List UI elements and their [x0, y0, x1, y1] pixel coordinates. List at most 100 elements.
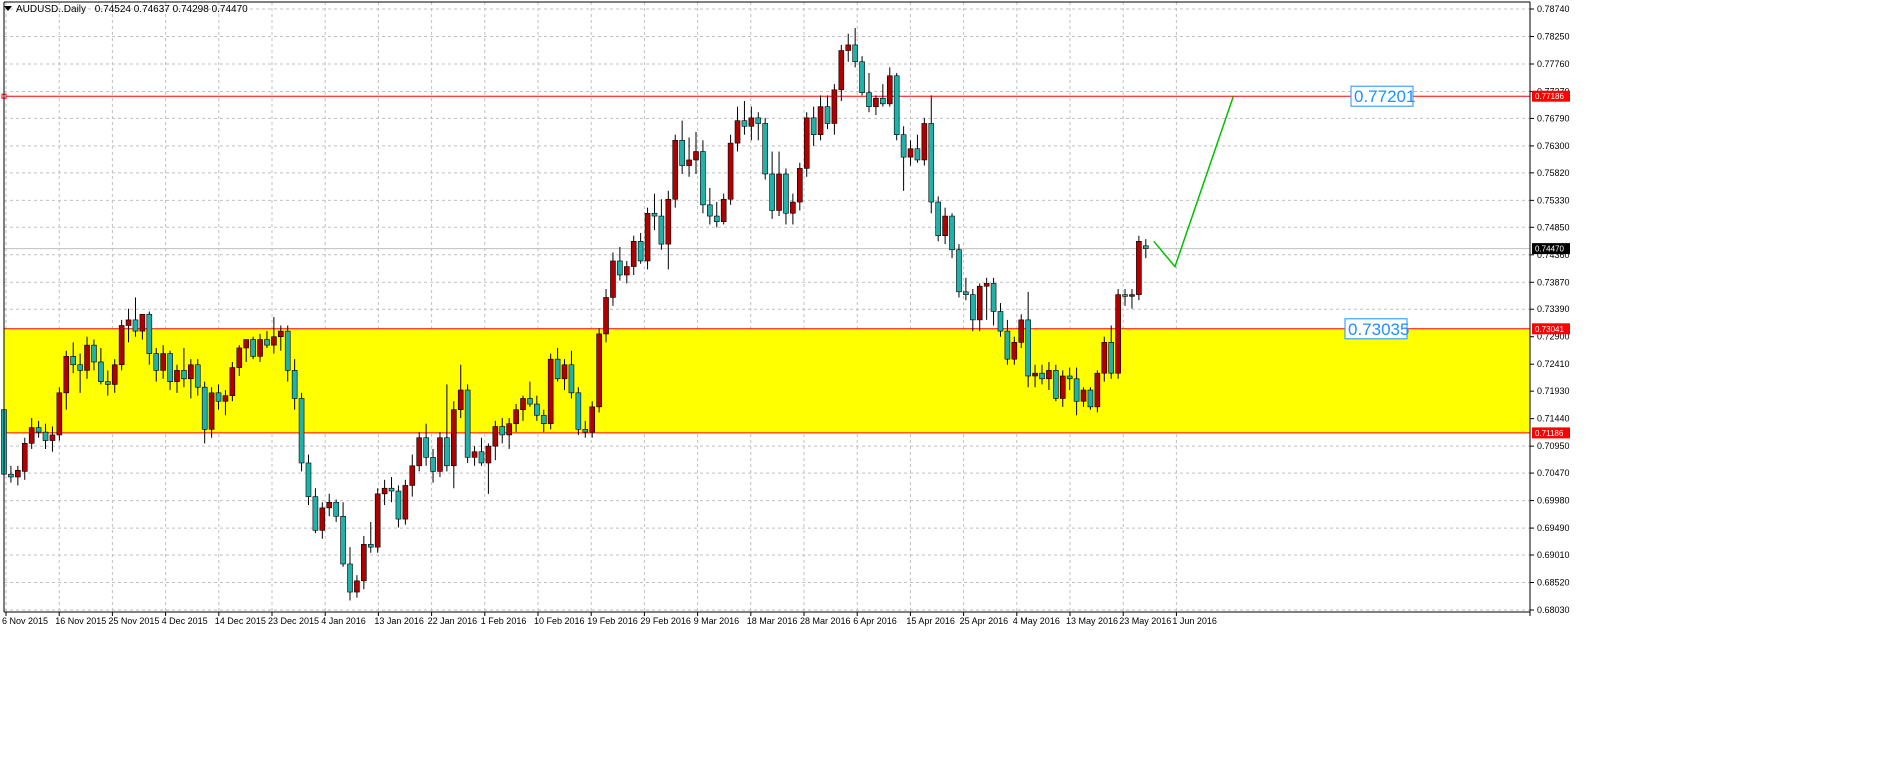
candle-body: [492, 426, 499, 447]
candle-body: [1025, 319, 1031, 377]
y-axis-labels: 0.787400.782500.777600.772700.767900.763…: [1530, 4, 1570, 615]
candle: [582, 420, 589, 438]
candle-body: [1087, 389, 1094, 408]
candle: [983, 277, 990, 320]
candle-body: [367, 544, 374, 548]
candle: [1025, 291, 1031, 388]
price-tag: 0.77186: [1532, 90, 1570, 102]
candle-body: [561, 364, 568, 380]
candle: [402, 479, 409, 525]
candle: [575, 387, 582, 435]
candle-body: [174, 370, 180, 382]
candle: [201, 381, 208, 444]
candle: [534, 395, 540, 421]
candle-body: [990, 283, 997, 312]
x-tick-label: 28 Mar 2016: [800, 616, 851, 626]
candle: [769, 151, 775, 219]
candle-body: [1011, 342, 1018, 360]
candle-body: [886, 75, 893, 105]
candle-body: [257, 339, 263, 357]
candle-body: [873, 97, 879, 107]
candle-body: [291, 370, 298, 399]
candle: [111, 359, 118, 393]
candle: [98, 347, 104, 385]
candle: [15, 465, 21, 486]
candle: [1080, 387, 1087, 407]
candle-body: [35, 427, 42, 433]
candle: [347, 547, 353, 601]
candle-body: [271, 336, 277, 346]
candle: [8, 465, 14, 483]
candle-body: [783, 173, 789, 214]
candle: [776, 151, 782, 217]
candle: [824, 95, 831, 130]
candle-body: [534, 403, 540, 416]
candle-body: [603, 297, 609, 335]
candle: [340, 502, 346, 567]
y-tick-label: 0.74360: [1537, 250, 1570, 260]
candle: [49, 426, 56, 452]
price-tag: 0.71186: [1532, 427, 1570, 439]
candle: [700, 140, 706, 214]
candle: [810, 106, 817, 146]
candle-body: [817, 106, 824, 135]
price-tag-bg: [1532, 323, 1570, 335]
candle: [914, 134, 921, 163]
x-tick-label: 13 May 2016: [1066, 616, 1118, 626]
candle: [367, 521, 374, 553]
y-tick-label: 0.78250: [1537, 31, 1570, 41]
candle-body: [513, 409, 519, 424]
candle: [236, 345, 243, 376]
candle-body: [1004, 330, 1011, 360]
candle-body: [610, 260, 616, 298]
candle-body: [1053, 370, 1059, 399]
candle: [741, 101, 748, 135]
candle: [326, 493, 333, 517]
candle-body: [831, 89, 838, 124]
x-tick-label: 29 Feb 2016: [640, 616, 691, 626]
candle-body: [748, 117, 755, 127]
x-tick-label: 25 Nov 2015: [108, 616, 159, 626]
candle-body: [284, 330, 291, 371]
price-tag: 0.73041: [1532, 323, 1570, 335]
candle: [790, 193, 796, 225]
candle-body: [665, 198, 672, 245]
candle: [374, 488, 381, 553]
candle: [437, 432, 443, 478]
candle: [623, 260, 630, 284]
x-tick-label: 4 May 2016: [1013, 616, 1060, 626]
candle-body: [77, 364, 83, 371]
candle-body: [803, 117, 810, 169]
ohlc-values: 0.74524 0.74637 0.74298 0.74470: [95, 4, 248, 15]
candle: [831, 84, 838, 135]
candle: [457, 364, 464, 419]
x-tick-label: 6 Apr 2016: [853, 616, 897, 626]
candle: [672, 134, 679, 208]
candle: [1046, 361, 1052, 391]
candle: [963, 277, 969, 301]
candle-body: [236, 347, 243, 368]
candle: [423, 423, 429, 466]
y-tick-label: 0.69010: [1537, 550, 1570, 560]
price-annotation[interactable]: 0.77201: [1350, 85, 1415, 107]
candle-body: [395, 490, 402, 520]
candle-body: [700, 151, 706, 206]
candle: [21, 437, 28, 480]
price-tag-text: 0.71186: [1535, 429, 1564, 438]
candle-body: [623, 266, 630, 276]
candle-body: [319, 507, 326, 531]
candle: [1039, 364, 1045, 385]
y-tick-label: 0.69490: [1537, 523, 1570, 533]
candle-body: [630, 241, 637, 267]
candle-body: [644, 212, 651, 262]
candle-body: [264, 339, 270, 346]
candle: [1094, 370, 1101, 413]
candle: [388, 477, 395, 503]
y-tick-label: 0.76790: [1537, 113, 1570, 123]
candle-body: [229, 367, 236, 396]
price-annotation[interactable]: 0.73035: [1344, 318, 1409, 340]
candle: [243, 339, 249, 362]
candle: [693, 131, 699, 174]
candle-body: [1101, 342, 1108, 374]
price-tag-bg: [1532, 427, 1570, 439]
